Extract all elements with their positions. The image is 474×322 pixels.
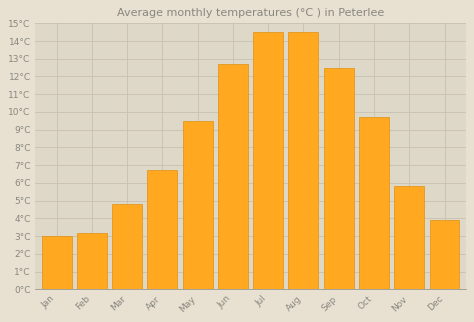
Bar	[394, 186, 424, 289]
Title: Average monthly temperatures (°C ) in Peterlee: Average monthly temperatures (°C ) in Pe…	[117, 8, 384, 18]
Bar	[42, 236, 72, 289]
Bar	[289, 32, 319, 289]
Bar	[359, 117, 389, 289]
Bar	[218, 64, 248, 289]
Bar	[77, 232, 107, 289]
Bar	[253, 32, 283, 289]
Bar	[147, 170, 177, 289]
Bar	[324, 68, 354, 289]
Bar	[429, 220, 459, 289]
Bar	[182, 121, 213, 289]
Bar	[112, 204, 142, 289]
